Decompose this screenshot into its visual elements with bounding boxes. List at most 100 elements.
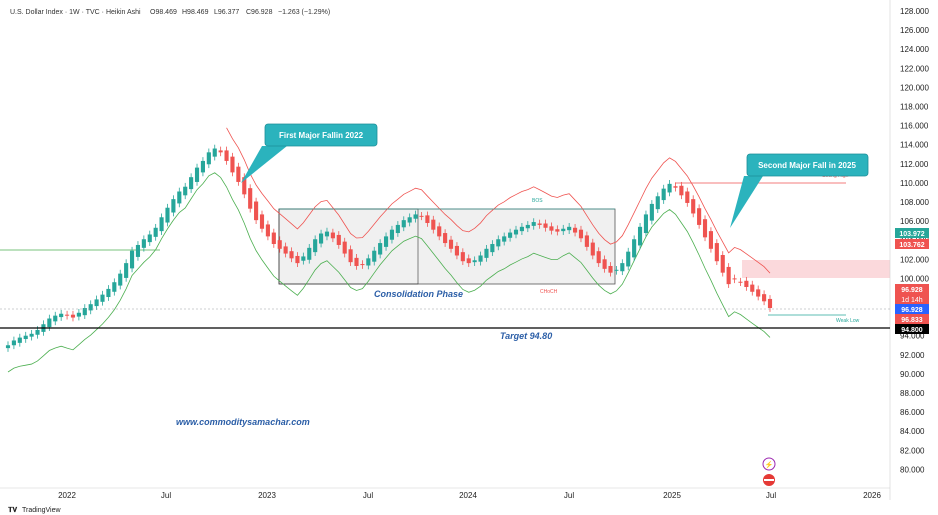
y-tick-label: 80.000: [900, 465, 925, 474]
candle-body: [354, 257, 359, 266]
ohlc-change: −1.263 (−1.29%): [278, 9, 330, 16]
x-tick-label: 2022: [58, 491, 76, 500]
candle-body: [437, 226, 442, 237]
candle-body: [726, 266, 731, 285]
candle-body: [129, 250, 135, 269]
candle-body: [567, 226, 572, 231]
x-tick-label: Jul: [564, 491, 574, 500]
price-label-4: 1d 14h: [895, 294, 929, 304]
candle-body: [383, 236, 389, 247]
candle-body: [360, 264, 365, 266]
candle-body: [448, 239, 454, 249]
us-flag-stripe: [764, 479, 774, 481]
lightning-icon[interactable]: [762, 457, 776, 471]
y-tick-label: 92.000: [900, 351, 925, 360]
candle-body: [289, 251, 294, 259]
candle-body: [466, 258, 471, 264]
candle-body: [372, 250, 377, 262]
candle-body: [271, 232, 276, 245]
candle-body: [555, 229, 560, 232]
candle-body: [29, 333, 34, 337]
candle-body: [549, 226, 554, 231]
candle-body: [183, 186, 188, 196]
candle-body: [159, 217, 164, 232]
candle-body: [472, 260, 477, 263]
candle-body: [762, 294, 767, 302]
candle-body: [47, 318, 52, 328]
candle-body: [756, 289, 761, 297]
supply-zone: [742, 260, 890, 278]
candle-body: [283, 246, 288, 254]
candle-body: [584, 235, 589, 247]
candle-body: [602, 259, 607, 269]
candle-body: [82, 308, 87, 316]
candle-body: [212, 148, 217, 157]
candle-body: [626, 251, 631, 267]
candle-body: [750, 284, 755, 292]
candle-body: [655, 196, 660, 210]
x-tick-label: 2023: [258, 491, 276, 500]
second-fall-callout: Second Major Fall in 2025: [730, 153, 869, 228]
candle-body: [389, 229, 395, 240]
x-tick-label: 2026: [863, 491, 881, 500]
y-tick-label: 126.000: [900, 26, 929, 35]
candle-body: [106, 288, 111, 298]
candle-body: [478, 255, 483, 262]
support-trail-line: [7, 172, 771, 373]
candle-body: [714, 243, 719, 262]
candle-body: [573, 227, 578, 233]
ohlc-close: C96.928: [246, 9, 273, 16]
y-tick-label: 116.000: [900, 122, 929, 131]
candle-body: [59, 313, 64, 318]
y-tick-label: 102.000: [900, 255, 929, 264]
candle-body: [484, 248, 489, 258]
candle-body: [153, 227, 158, 237]
y-tick-label: 124.000: [900, 45, 929, 54]
symbol-title: U.S. Dollar Index · 1W · TVC · Heikin As…: [10, 9, 141, 16]
candle-body: [378, 243, 383, 255]
candle-body: [460, 252, 465, 262]
candle-body: [425, 215, 430, 224]
price-label-5: 96.928: [895, 304, 929, 314]
candle-body: [490, 244, 495, 253]
price-label-7: 94.800: [895, 324, 929, 334]
candle-body: [661, 188, 666, 201]
candle-body: [590, 242, 595, 256]
y-tick-label: 86.000: [900, 408, 925, 417]
candle-body: [118, 273, 123, 286]
first-fall-text: First Major Fallin 2022: [279, 131, 364, 140]
y-tick-label: 84.000: [900, 427, 925, 436]
candle-body: [336, 234, 341, 245]
candle-body: [525, 224, 530, 229]
y-tick-label: 82.000: [900, 446, 925, 455]
x-tick-label: Jul: [161, 491, 171, 500]
candle-body: [708, 231, 713, 249]
y-tick-label: 90.000: [900, 370, 925, 379]
candle-body: [135, 244, 141, 257]
candle-body: [691, 199, 696, 214]
y-tick-label: 106.000: [900, 217, 929, 226]
candle-body: [496, 239, 501, 247]
candle-body: [5, 345, 11, 349]
y-tick-label: 112.000: [900, 160, 929, 169]
candle-body: [100, 294, 105, 302]
price-label-2: 103.762: [895, 239, 929, 249]
tradingview-brand: TradingView: [22, 507, 61, 514]
candle-body: [578, 229, 584, 239]
candle-body: [259, 214, 265, 229]
x-tick-label: Jul: [766, 491, 776, 500]
candle-body: [313, 239, 318, 253]
candle-body: [254, 201, 259, 221]
consolidation-label: Consolidation Phase: [374, 289, 463, 299]
price-label-1: 103.972: [895, 228, 929, 238]
candle-body: [236, 166, 241, 182]
candle-body: [702, 219, 708, 238]
ohlc-high: H98.469: [182, 9, 209, 16]
candle-body: [697, 208, 702, 225]
candle-body: [720, 255, 725, 273]
candle-body: [401, 220, 406, 228]
choch-lower-label: CHoCH: [540, 289, 558, 295]
y-tick-label: 110.000: [900, 179, 929, 188]
